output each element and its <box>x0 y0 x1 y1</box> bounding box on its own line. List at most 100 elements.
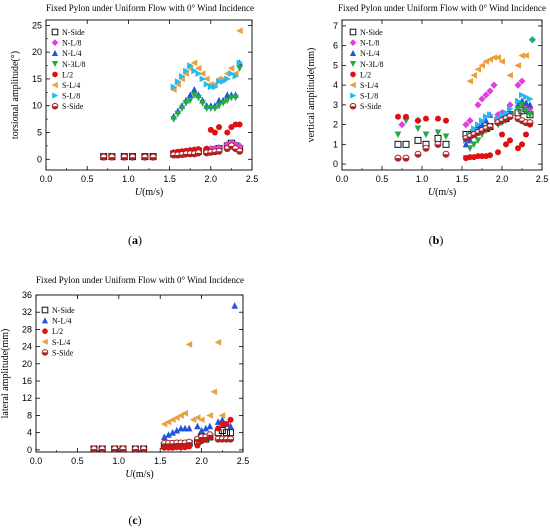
x-tick-label: 2.0 <box>195 456 208 466</box>
data-point <box>499 131 505 138</box>
data-point <box>149 153 157 161</box>
data-point <box>236 121 243 128</box>
legend-marker <box>51 28 59 36</box>
data-point <box>174 110 182 118</box>
panel-caption: (c) <box>128 513 141 527</box>
data-point <box>519 141 525 148</box>
legend-label: S-L/8 <box>360 92 378 101</box>
data-point <box>199 100 206 107</box>
data-point <box>219 421 226 428</box>
legend-label: S-Side <box>52 348 74 357</box>
data-point <box>236 59 244 67</box>
data-point <box>479 117 486 124</box>
legend-label: L/2 <box>62 70 73 79</box>
data-point <box>518 77 526 85</box>
data-point <box>466 117 474 125</box>
y-tick-label: 12 <box>22 393 32 403</box>
data-point <box>422 131 430 139</box>
data-point <box>434 134 442 142</box>
data-point <box>236 147 244 155</box>
series-5 <box>395 113 533 162</box>
data-point <box>178 105 186 112</box>
x-tick-label: 0.5 <box>81 174 94 184</box>
data-point <box>169 429 176 436</box>
data-point <box>211 105 219 112</box>
data-point <box>514 62 521 69</box>
data-point <box>187 62 194 69</box>
panel-caption-close: ) <box>439 233 443 247</box>
x-tick-label: 0.0 <box>40 174 53 184</box>
data-point <box>90 445 98 453</box>
data-point <box>98 445 106 453</box>
x-tick-label: 0.5 <box>71 456 84 466</box>
legend-marker <box>349 81 356 89</box>
data-point <box>423 115 429 122</box>
data-point <box>194 422 201 430</box>
panel-caption-open: ( <box>429 233 433 247</box>
data-point <box>495 149 501 156</box>
data-point <box>203 80 211 88</box>
legend-label: S-L/4 <box>62 81 80 90</box>
x-axis-label-unit: (m/s) <box>133 469 154 480</box>
data-point <box>490 81 498 89</box>
data-point <box>194 64 202 72</box>
series-5 <box>90 431 235 453</box>
legend-marker <box>349 61 357 68</box>
legend-marker <box>42 328 48 335</box>
data-point <box>169 416 176 424</box>
y-tick-label: 0 <box>37 154 42 164</box>
data-point <box>507 105 514 113</box>
y-tick-label: 10 <box>32 101 42 111</box>
data-point <box>486 123 494 131</box>
data-point <box>526 111 534 119</box>
data-point <box>462 121 470 129</box>
data-point <box>236 65 243 72</box>
data-point <box>223 145 231 153</box>
data-point <box>470 71 477 79</box>
data-point <box>223 97 231 104</box>
legend: N-Side N-L/8N-L/4 N-3L/8L/2 S-L/4 S-L/8S-Sid… <box>349 28 384 111</box>
data-point <box>443 117 449 124</box>
x-axis-label-unit: (m/s) <box>142 187 163 198</box>
data-point <box>435 115 441 122</box>
data-point <box>403 113 409 120</box>
data-point <box>189 416 197 424</box>
data-point <box>216 78 223 85</box>
legend: N-Side N-L/8N-L/4 N-3L/8L/2 S-L/4 S-L/8S-Sid… <box>51 28 86 111</box>
data-point <box>506 101 514 109</box>
data-point <box>119 445 127 453</box>
legend-marker <box>51 102 59 110</box>
data-point <box>414 136 422 144</box>
y-tick-label: 36 <box>22 290 32 300</box>
x-tick-label: 2.5 <box>237 456 250 466</box>
y-tick-label: 24 <box>22 342 32 352</box>
data-point <box>222 429 230 437</box>
series-8 <box>394 113 534 162</box>
panel-caption-open: ( <box>128 513 132 527</box>
data-point <box>111 445 119 453</box>
data-point <box>228 70 235 77</box>
legend-marker <box>51 49 59 56</box>
data-point <box>528 36 536 44</box>
data-point <box>131 445 139 453</box>
data-point <box>523 93 530 101</box>
data-point <box>198 416 205 424</box>
legend-marker <box>51 39 59 46</box>
data-point <box>442 140 450 148</box>
panel-caption-close: ) <box>138 513 142 527</box>
data-point <box>414 125 422 133</box>
data-point <box>434 129 442 137</box>
data-point <box>190 59 198 67</box>
legend-label: N-L/4 <box>360 49 380 58</box>
data-point <box>503 109 510 117</box>
y-tick-label: 8 <box>27 410 32 420</box>
data-point <box>108 153 116 161</box>
legend-marker <box>350 71 356 78</box>
data-point <box>177 412 184 419</box>
legend-marker <box>51 61 59 68</box>
legend-label: N-Side <box>52 306 75 315</box>
data-point <box>210 388 218 396</box>
data-point <box>170 116 178 123</box>
data-point <box>466 145 474 152</box>
data-point <box>174 78 182 85</box>
